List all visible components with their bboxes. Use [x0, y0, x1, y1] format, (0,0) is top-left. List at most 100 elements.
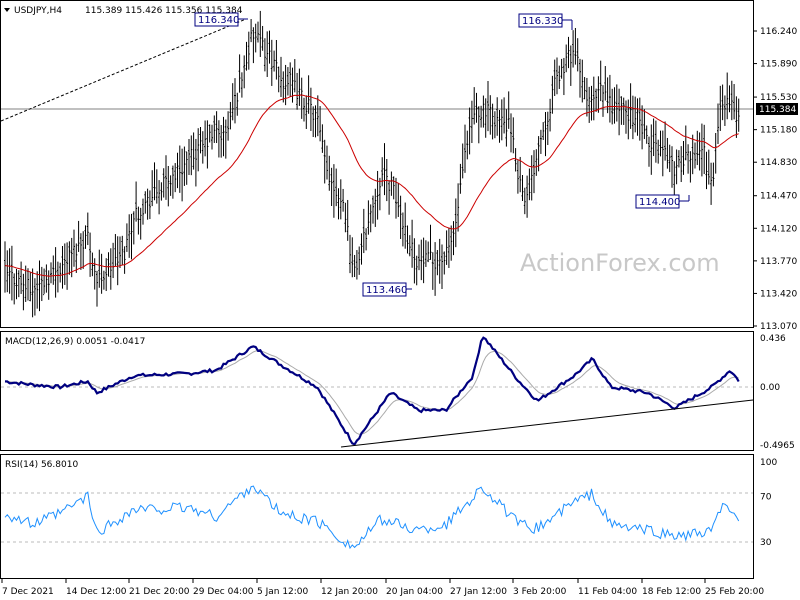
- ohlc-bar: [52, 255, 55, 285]
- ohlc-bar: [286, 67, 289, 96]
- ohlc-bar: [454, 198, 457, 248]
- ohlc-bar: [181, 148, 184, 202]
- ohlc-bar: [650, 124, 653, 175]
- ohlc-bar: [645, 125, 648, 144]
- ohlc-bar: [13, 273, 16, 305]
- time-axis-label: 14 Dec 12:00: [66, 587, 127, 597]
- ohlc-bar: [360, 233, 363, 265]
- ohlc-bar: [447, 227, 450, 268]
- ohlc-bar: [597, 76, 600, 113]
- ohlc-bar: [289, 62, 292, 98]
- ohlc-bar: [280, 56, 282, 98]
- ohlc-bar: [562, 57, 565, 96]
- ohlc-bar: [135, 181, 138, 222]
- ohlc-bar: [91, 252, 94, 277]
- ohlc-bar: [144, 191, 147, 214]
- ohlc-bar: [89, 232, 92, 277]
- ohlc-bar: [73, 229, 75, 267]
- ohlc-bar: [344, 202, 347, 233]
- ohlc-bar: [238, 54, 241, 93]
- ohlc-bar: [395, 177, 397, 219]
- svg-text:116.330: 116.330: [522, 16, 563, 27]
- ohlc-bar: [530, 155, 533, 201]
- svg-text:114.400: 114.400: [639, 197, 680, 208]
- ohlc-bar: [664, 121, 667, 161]
- ohlc-bar: [388, 180, 391, 215]
- ohlc-bar: [151, 170, 154, 207]
- ohlc-bar: [622, 97, 625, 125]
- price-axis-label: 113.420: [760, 289, 797, 299]
- ohlc-bar: [516, 160, 519, 194]
- ohlc-bar: [588, 86, 591, 123]
- ohlc-bar: [503, 97, 506, 134]
- ohlc-bar: [236, 92, 239, 116]
- ohlc-bar: [631, 95, 634, 140]
- ohlc-bar: [22, 273, 25, 311]
- ohlc-bar: [498, 109, 501, 143]
- ohlc-bar: [654, 120, 657, 163]
- macd-trendline: [340, 399, 754, 448]
- ohlc-bar: [277, 66, 280, 93]
- chart-menu-icon[interactable]: [4, 8, 10, 12]
- ohlc-bar: [397, 183, 400, 217]
- ohlc-bar: [717, 103, 719, 145]
- ohlc-bar: [544, 112, 547, 157]
- ohlc-bar: [119, 236, 121, 269]
- ohlc-bar: [305, 95, 308, 129]
- ohlc-bar: [24, 265, 27, 302]
- ohlc-bar: [436, 250, 439, 276]
- ohlc-bar: [461, 143, 464, 179]
- ohlc-bar: [339, 179, 342, 220]
- ohlc-bar: [567, 36, 570, 69]
- ohlc-bar: [293, 59, 296, 93]
- ohlc-bar: [705, 151, 708, 190]
- ohlc-bar: [707, 149, 710, 185]
- ohlc-bar: [590, 85, 593, 121]
- ohlc-bar: [659, 130, 662, 157]
- ohlc-bar: [29, 271, 32, 302]
- ohlc-bar: [620, 96, 623, 125]
- ohlc-bar: [441, 244, 443, 289]
- ohlc-bar: [484, 98, 487, 138]
- ohlc-bar: [215, 111, 218, 144]
- ohlc-bar: [263, 38, 266, 72]
- ohlc-bar: [109, 248, 112, 290]
- ohlc-bar: [319, 106, 322, 142]
- ohlc-bar: [20, 261, 23, 294]
- ohlc-bar: [579, 58, 581, 98]
- ohlc-bar: [211, 124, 213, 150]
- ohlc-bar: [367, 200, 370, 235]
- ohlc-bar: [178, 145, 181, 193]
- ohlc-bar: [259, 10, 262, 57]
- ohlc-bar: [468, 107, 471, 155]
- ohlc-bar: [362, 208, 365, 254]
- ohlc-bar: [687, 144, 690, 174]
- ohlc-bar: [227, 111, 230, 141]
- ohlc-bar: [519, 156, 522, 193]
- ohlc-bar: [162, 168, 165, 198]
- time-axis-label: 11 Feb 04:00: [578, 587, 637, 597]
- price-bars: [4, 10, 740, 318]
- ohlc-bar: [128, 214, 131, 258]
- ohlc-bar: [424, 240, 427, 267]
- ohlc-bar: [733, 84, 736, 120]
- ohlc-bar: [418, 244, 420, 271]
- rsi-axis-label: 70: [760, 492, 772, 502]
- ohlc-bar: [204, 120, 207, 157]
- ohlc-bar: [139, 207, 142, 240]
- time-axis-label: 3 Feb 20:00: [513, 587, 567, 597]
- ohlc-bar: [574, 27, 577, 65]
- ohlc-bar: [477, 106, 480, 144]
- macd-axis-label: 0.436: [760, 334, 786, 344]
- ohlc-bar: [342, 188, 345, 212]
- time-axis-label: 18 Feb 12:00: [642, 587, 701, 597]
- ohlc-bar: [100, 253, 103, 294]
- ohlc-bar: [556, 57, 558, 95]
- ohlc-bar: [615, 84, 618, 122]
- ohlc-bar: [723, 95, 726, 126]
- time-axis-label: 21 Dec 20:00: [129, 587, 190, 597]
- ohlc-bar: [229, 101, 232, 130]
- ohlc-bar: [222, 116, 225, 157]
- ohlc-bar: [608, 74, 611, 123]
